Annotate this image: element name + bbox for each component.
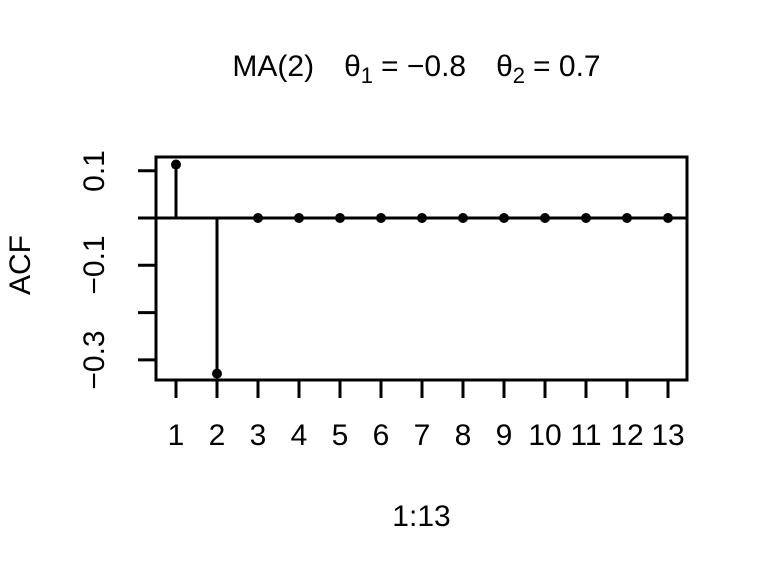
acf-point [171, 159, 181, 170]
theta1-symbol: θ [344, 50, 361, 83]
x-tick-label: 12 [610, 419, 644, 452]
y-tick-label: −0.1 [78, 235, 111, 295]
x-tick-label: 9 [495, 419, 513, 452]
acf-point [417, 213, 427, 223]
theta1-value: = −0.8 [381, 50, 467, 83]
y-tick-label: −0.3 [78, 330, 111, 390]
x-tick-label: 7 [413, 419, 431, 452]
acf-point [622, 213, 632, 223]
x-tick-label: 3 [249, 419, 267, 452]
theta1-subscript: 1 [360, 63, 374, 88]
theta2-symbol: θ [496, 50, 513, 83]
x-tick-label: 6 [372, 419, 390, 452]
plot-box [154, 155, 689, 382]
acf-point [335, 213, 345, 223]
acf-point [581, 213, 591, 223]
title-theta2: θ2 = 0.7 [496, 50, 601, 89]
title-theta1: θ1 = −0.8 [344, 50, 466, 89]
theta2-value: = 0.7 [533, 50, 601, 83]
theta2-subscript: 2 [512, 63, 526, 88]
x-tick-label: 10 [528, 419, 562, 452]
y-axis-title: ACF [4, 235, 37, 295]
acf-point [540, 213, 550, 223]
acf-point [663, 213, 673, 223]
x-tick-label: 2 [208, 419, 226, 452]
chart-title: MA(2) θ1 = −0.8 θ2 = 0.7 [146, 50, 687, 89]
acf-point [458, 213, 468, 223]
x-tick-label: 13 [651, 419, 685, 452]
x-tick-label: 4 [290, 419, 308, 452]
x-tick-label: 5 [331, 419, 349, 452]
acf-point [212, 368, 222, 379]
acf-point [499, 213, 509, 223]
x-tick-label: 11 [570, 419, 602, 452]
x-tick-label: 1 [167, 419, 185, 452]
x-axis-title: 1:13 [392, 500, 451, 533]
acf-point [253, 213, 263, 223]
title-model: MA(2) [232, 50, 315, 83]
y-tick-label: 0.1 [78, 149, 111, 192]
acf-point [376, 213, 386, 223]
acf-point [294, 213, 304, 223]
x-tick-label: 8 [454, 419, 472, 452]
